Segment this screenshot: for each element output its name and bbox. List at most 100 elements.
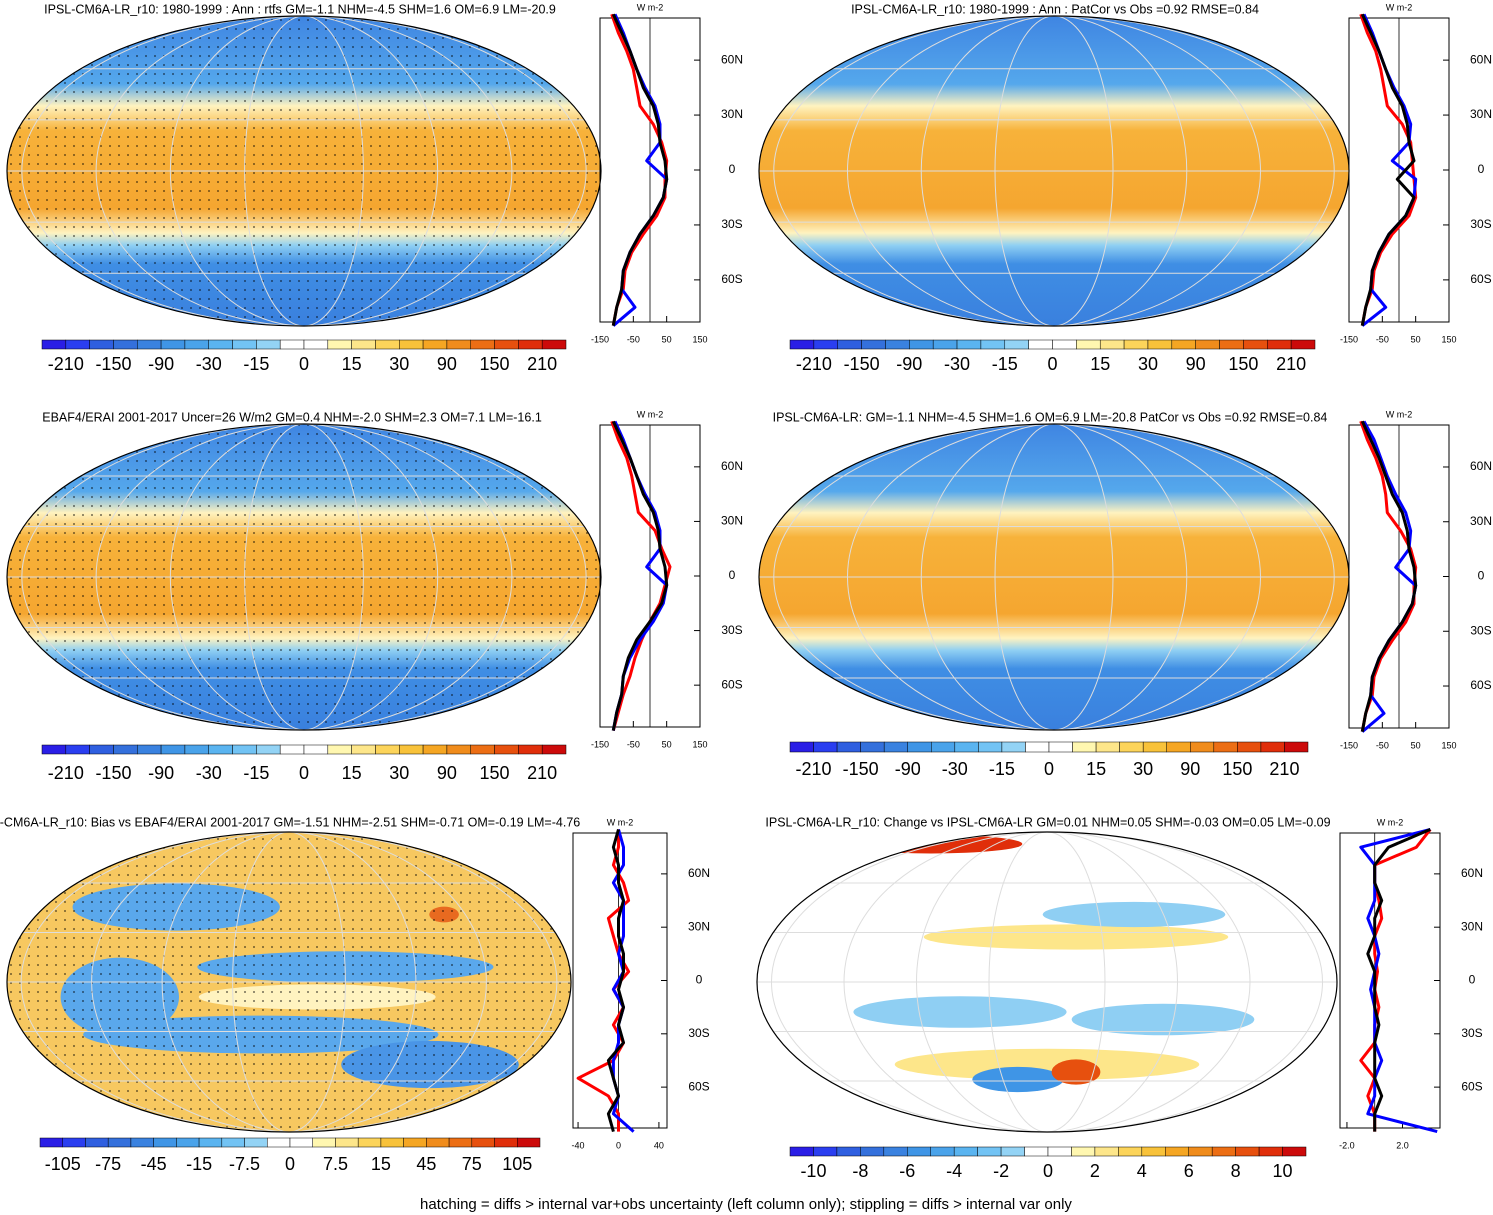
colorbar-label: -90 bbox=[896, 354, 922, 374]
colorbar-box bbox=[1028, 339, 1053, 350]
colorbar-box bbox=[327, 744, 352, 755]
map-meridian bbox=[95, 16, 513, 326]
y-tick-label: 30N bbox=[721, 514, 743, 528]
profile-line bbox=[611, 420, 669, 731]
colorbar-box bbox=[107, 1137, 132, 1148]
colorbar-box bbox=[1190, 741, 1215, 753]
colorbar-box bbox=[494, 339, 519, 350]
colorbar-box bbox=[89, 744, 114, 755]
x-tick-label: 50 bbox=[662, 334, 672, 344]
map bbox=[759, 424, 1349, 730]
colorbar-box bbox=[113, 744, 138, 755]
y-tick-label: 30S bbox=[721, 217, 742, 231]
colorbar-label: 210 bbox=[1269, 759, 1299, 779]
x-tick-label: -150 bbox=[1340, 740, 1358, 750]
colorbar-box bbox=[232, 339, 257, 350]
colorbar-box bbox=[65, 339, 90, 350]
x-axis-unit: W m-2 bbox=[637, 409, 664, 419]
y-tick-label: 30N bbox=[1470, 514, 1492, 528]
colorbar-box bbox=[909, 339, 934, 350]
colorbar-box bbox=[517, 1137, 541, 1148]
colorbar-label: 0 bbox=[285, 1154, 295, 1174]
colorbar-label: -30 bbox=[944, 354, 970, 374]
colorbar-label: 90 bbox=[437, 354, 457, 374]
colorbar-box bbox=[198, 1137, 223, 1148]
x-tick-label: 40 bbox=[654, 1140, 664, 1150]
colorbar-box bbox=[1188, 1146, 1213, 1157]
profile-frame bbox=[1339, 832, 1441, 1129]
colorbar-box bbox=[1141, 1146, 1166, 1157]
colorbar-box bbox=[256, 744, 281, 755]
y-tick-label: 60S bbox=[721, 677, 742, 691]
colorbar-box bbox=[813, 741, 838, 753]
colorbar-label: 210 bbox=[527, 763, 557, 783]
x-tick-label: 150 bbox=[1441, 740, 1456, 750]
colorbar-box bbox=[113, 339, 138, 350]
colorbar-box bbox=[1213, 741, 1238, 753]
colorbar-box bbox=[977, 1146, 1002, 1157]
colorbar-label: 15 bbox=[342, 354, 362, 374]
colorbar-box bbox=[541, 744, 567, 755]
colorbar-box bbox=[1211, 1146, 1236, 1157]
colorbar-box bbox=[279, 744, 305, 755]
map-meridian bbox=[232, 832, 346, 1132]
colorbar-box bbox=[160, 744, 186, 755]
x-tick-label: 50 bbox=[1411, 334, 1421, 344]
panel-title: EBAF4/ERAI 2001-2017 Uncer=26 W/m2 GM=0.… bbox=[42, 410, 542, 424]
y-tick-label: 60N bbox=[1461, 866, 1483, 880]
colorbar-box bbox=[1171, 339, 1196, 350]
colorbar-label: 150 bbox=[480, 763, 510, 783]
colorbar-box bbox=[399, 339, 424, 350]
colorbar-label: 45 bbox=[416, 1154, 436, 1174]
map bbox=[7, 424, 601, 730]
colorbar-label: 15 bbox=[371, 1154, 391, 1174]
map-meridian bbox=[773, 424, 1335, 730]
colorbar-box bbox=[813, 1146, 838, 1157]
colorbar-box bbox=[422, 339, 448, 350]
colorbar-label: 30 bbox=[389, 354, 409, 374]
y-tick-label: 0 bbox=[1478, 569, 1485, 583]
map bbox=[757, 832, 1337, 1132]
colorbar-label: 90 bbox=[1180, 759, 1200, 779]
map-meridian bbox=[95, 424, 513, 730]
colorbar-box bbox=[883, 1146, 908, 1157]
map-meridian bbox=[161, 832, 417, 1132]
colorbar-box bbox=[1071, 1146, 1096, 1157]
map-meridian bbox=[843, 832, 1251, 1132]
y-tick-label: 60N bbox=[1470, 459, 1492, 473]
colorbar-box bbox=[267, 1137, 291, 1148]
colorbar-label: 15 bbox=[1090, 354, 1110, 374]
colorbar-box bbox=[1237, 741, 1262, 753]
map bbox=[7, 832, 571, 1132]
colorbar-label: 30 bbox=[389, 763, 409, 783]
x-tick-label: 50 bbox=[662, 739, 672, 749]
colorbar-label: 75 bbox=[462, 1154, 482, 1174]
y-tick-label: 60N bbox=[721, 459, 743, 473]
profile-line bbox=[1360, 420, 1418, 732]
colorbar-label: -150 bbox=[95, 763, 131, 783]
colorbar-box bbox=[448, 1137, 473, 1148]
colorbar-box bbox=[327, 339, 352, 350]
colorbar-label: -90 bbox=[148, 354, 174, 374]
colorbar-box bbox=[954, 741, 979, 753]
colorbar-label: 210 bbox=[1276, 354, 1306, 374]
colorbar-box bbox=[978, 741, 1003, 753]
colorbar-box bbox=[137, 744, 162, 755]
colorbar-box bbox=[335, 1137, 359, 1148]
colorbar-box bbox=[244, 1137, 268, 1148]
colorbar-label: 0 bbox=[1043, 1161, 1053, 1181]
colorbar-label: 15 bbox=[1086, 759, 1106, 779]
colorbar-label: 150 bbox=[480, 354, 510, 374]
y-tick-label: 30S bbox=[688, 1026, 709, 1040]
colorbar-box bbox=[885, 339, 910, 350]
map-meridian bbox=[988, 832, 1106, 1132]
colorbar-label: 30 bbox=[1138, 354, 1158, 374]
colorbar-box bbox=[1147, 339, 1173, 350]
colorbar-box bbox=[541, 339, 567, 350]
colorbar-box bbox=[860, 1146, 885, 1157]
colorbar-box bbox=[836, 1146, 861, 1157]
x-tick-label: 50 bbox=[1411, 740, 1421, 750]
colorbar-box bbox=[62, 1137, 86, 1148]
colorbar-box bbox=[85, 1137, 109, 1148]
colorbar-box bbox=[1000, 1146, 1025, 1157]
